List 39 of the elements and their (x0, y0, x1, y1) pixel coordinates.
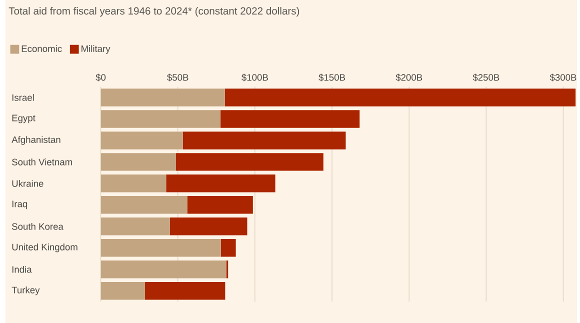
bar (100, 152, 176, 171)
bar (100, 88, 225, 106)
y-tick-label: Ukraine (12, 180, 44, 187)
x-tick-label: $150B (318, 74, 345, 82)
y-tick-label: Turkey (12, 286, 40, 296)
legend-label: Economic (22, 45, 62, 52)
bar (182, 131, 346, 150)
bar (100, 217, 170, 236)
bar (100, 196, 188, 214)
x-tick-label: $300B (550, 74, 576, 82)
bar (170, 217, 248, 236)
bar (220, 110, 360, 128)
y-tick-label: South Korea (12, 222, 64, 230)
chart-title: Total aid from fiscal years 1946 to 2024* (constant 2022 dollars) (8, 6, 300, 16)
y-tick-label: South Vietnam (12, 158, 72, 166)
bar (100, 174, 166, 192)
x-tick-label: $0 (96, 74, 106, 82)
x-tick-label: $100B (242, 74, 268, 82)
bar (187, 196, 253, 214)
y-tick-label: India (12, 266, 32, 273)
bar (100, 110, 221, 128)
bar (220, 238, 236, 257)
bar (100, 260, 226, 278)
bar (100, 131, 183, 150)
bar (224, 88, 576, 106)
bar (100, 282, 146, 300)
y-tick-label: Iraq (12, 200, 28, 209)
legend-label: Military (82, 45, 110, 54)
y-tick-label: Egypt (12, 114, 36, 124)
bar (166, 174, 276, 192)
bar (100, 238, 221, 257)
x-tick-label: $50B (167, 74, 188, 82)
y-tick-label: Israel (12, 94, 34, 101)
x-tick-label: $250B (472, 74, 500, 82)
bar (145, 282, 226, 300)
x-tick-label: $200B (396, 74, 422, 82)
y-tick-label: Afghanistan (12, 136, 60, 145)
y-tick-label: United Kingdom (12, 243, 78, 252)
bar (176, 152, 324, 171)
